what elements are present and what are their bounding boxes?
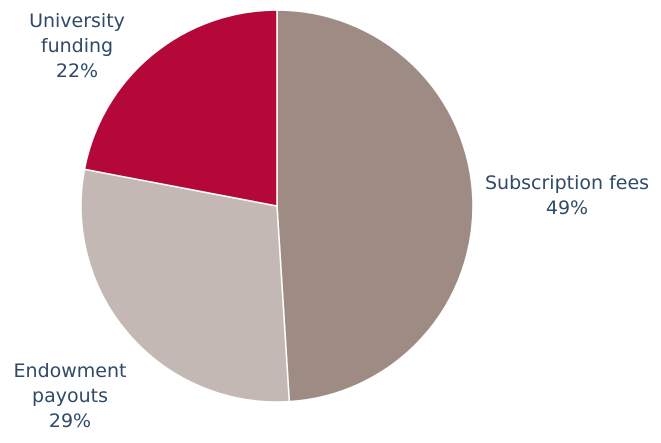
slice-label-group: University funding 22% (29, 10, 125, 82)
slice-category-label: Subscription fees (485, 172, 649, 194)
slice-label-group: Endowment payouts 29% (14, 360, 127, 432)
pie-slice-subscription-fees (276, 9, 474, 403)
slice-category-label: payouts (32, 385, 108, 407)
slice-category-label: University (29, 10, 125, 32)
slice-category-label: Endowment (14, 360, 127, 382)
slice-value-label: 49% (546, 197, 588, 219)
pie-slices (80, 9, 474, 403)
slice-label-group: Subscription fees 49% (485, 172, 649, 219)
pie-slice-endowment-payouts (80, 168, 291, 403)
slice-value-label: 29% (49, 410, 91, 432)
slice-category-label: funding (41, 35, 113, 57)
slice-labels: Subscription fees 49% Endowment payouts 29% U… (14, 10, 650, 432)
pie-slice-university-funding (83, 9, 278, 207)
slice-value-label: 22% (56, 60, 98, 82)
